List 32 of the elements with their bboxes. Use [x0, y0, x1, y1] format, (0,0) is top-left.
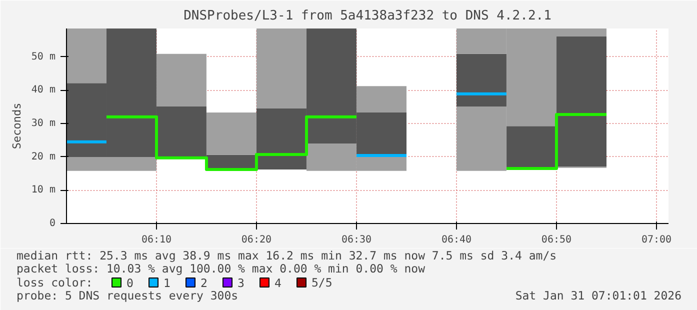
legend-label: 2 [200, 276, 208, 290]
y-tick-label: 20 m [31, 151, 56, 162]
y-tick-label: 0 [49, 218, 56, 229]
x-tick-label: 06:40 [441, 234, 472, 246]
legend-label: 4 [274, 276, 282, 290]
bar [206, 112, 256, 155]
bar [556, 36, 606, 166]
text: probe: 5 DNS requests every 300s [16, 288, 238, 302]
bar [456, 54, 506, 106]
x-tick-label: 06:50 [541, 234, 572, 246]
bar [256, 28, 306, 108]
text: median rtt: 25.3 ms avg 38.9 ms max 16.2 ms min 32.7 ms now 7.5 ms sd 3.4 am/s [16, 248, 557, 262]
y-tick-label: 10 m [31, 184, 56, 196]
legend-label: 1 [164, 276, 170, 290]
legend-label: 3 [238, 276, 244, 290]
bar [356, 86, 406, 112]
legend-label: 5/5 [312, 276, 332, 290]
text: Sat Jan 31 07:01:01 2026 [515, 288, 682, 302]
y-tick-label: 30 m [31, 118, 56, 129]
x-tick-label: 06:20 [241, 234, 272, 246]
y-axis-title: Seconds [10, 102, 24, 150]
chart-title: DNSProbes/L3-1 from 5a4138a3f232 to DNS 4.2.2.1 [184, 8, 552, 24]
y-tick-label: 40 m [31, 84, 56, 96]
text: packet loss: 10.03 % avg 100.00 % max 0.00 % min 0.00 % now [16, 262, 426, 276]
x-tick-label: 06:30 [341, 234, 372, 246]
x-tick-label: 07:00 [641, 234, 672, 246]
legend-label: 0 [126, 276, 134, 290]
y-tick-label: 50 m [31, 51, 56, 62]
bar [506, 126, 557, 168]
legend-title: loss color: [16, 276, 93, 290]
bar [156, 54, 206, 106]
x-tick-label: 06:10 [141, 234, 172, 246]
